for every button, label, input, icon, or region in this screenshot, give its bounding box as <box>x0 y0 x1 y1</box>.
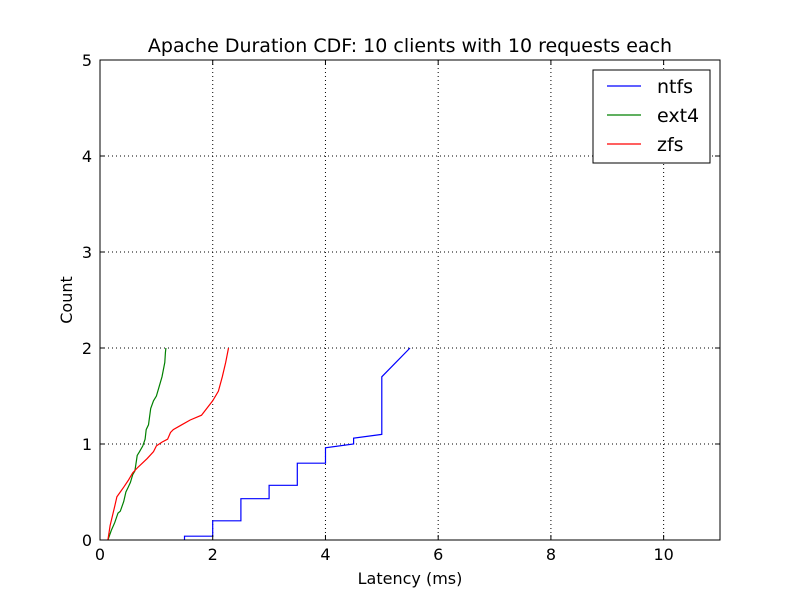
series-line-ext4 <box>107 347 167 541</box>
x-tick-label: 0 <box>95 545 105 564</box>
plot-frame <box>99 59 721 541</box>
x-axis-label: Latency (ms) <box>358 569 463 588</box>
chart-title: Apache Duration CDF: 10 clients with 10 … <box>148 35 672 57</box>
x-tick-label: 10 <box>653 545 673 564</box>
series-line-ntfs <box>183 347 411 540</box>
y-tick-label: 5 <box>82 51 92 70</box>
legend: ntfs ext4 zfs <box>592 69 711 164</box>
x-tick-label: 2 <box>208 545 218 564</box>
x-tick-label: 4 <box>320 545 330 564</box>
y-tick-label: 1 <box>82 435 92 454</box>
y-tick-label: 0 <box>82 531 92 550</box>
x-tick-label: 6 <box>433 545 443 564</box>
series-lines <box>107 347 411 541</box>
y-tick-label: 4 <box>82 147 92 166</box>
x-tick-label: 8 <box>546 545 556 564</box>
legend-label-ext4: ext4 <box>657 105 699 127</box>
axis-ticks: 0 2 4 6 8 10 0 1 2 3 4 5 <box>82 51 720 564</box>
y-tick-label: 3 <box>82 243 92 262</box>
y-tick-label: 2 <box>82 339 92 358</box>
y-axis-label: Count <box>57 276 76 324</box>
series-line-zfs <box>107 347 230 541</box>
legend-label-ntfs: ntfs <box>657 76 693 98</box>
legend-label-zfs: zfs <box>657 134 684 156</box>
